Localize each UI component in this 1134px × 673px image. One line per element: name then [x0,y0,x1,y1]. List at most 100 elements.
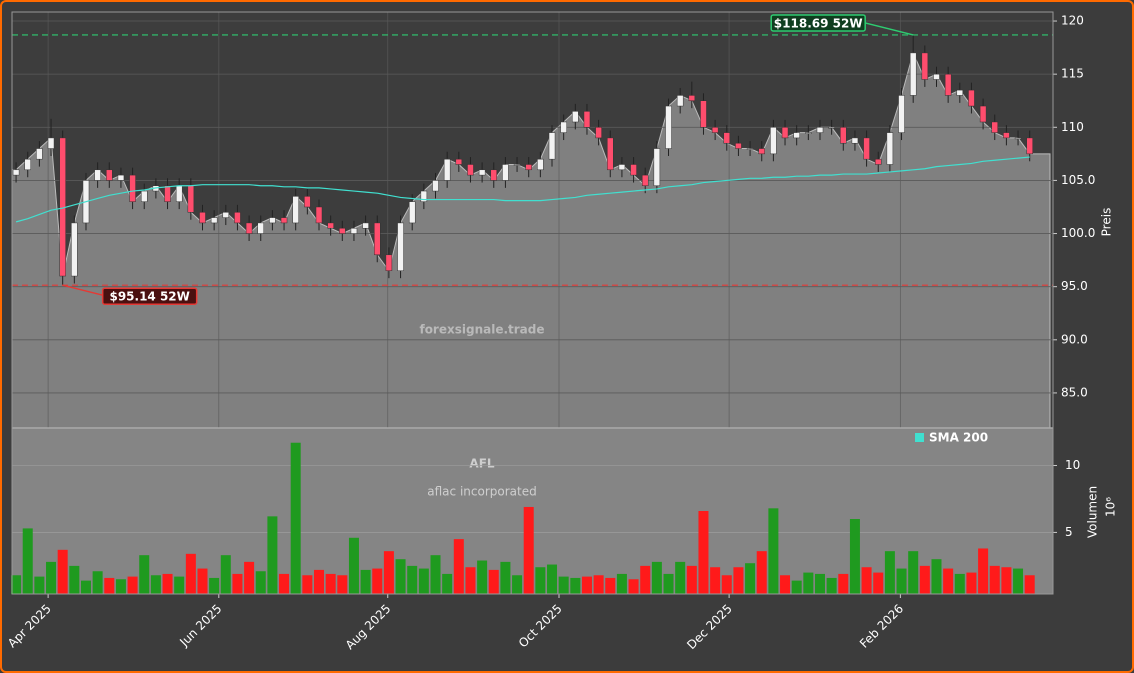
candle-body [863,137,870,160]
candle-body [781,127,789,139]
candle-body [210,217,218,224]
candle-body [688,95,696,101]
x-tick-label: Oct 2025 [516,602,565,651]
volume-bar [80,580,91,594]
volume-bar [745,563,756,594]
candle-body [304,196,311,208]
volume-bar [721,575,732,594]
y-axis-scale: 10⁶ [1104,497,1118,517]
candle-body [36,148,43,160]
candle-body [397,222,404,271]
candle-body [874,158,882,165]
volume-bar [267,516,278,594]
volume-bar [861,567,872,594]
volume-bar [313,569,324,594]
candle-body [816,127,824,133]
candle-body [478,169,486,176]
volume-bar [826,577,837,594]
watermark: AFL [469,457,494,471]
volume-bar [1013,568,1024,594]
candle-body [595,127,602,139]
candle-body [490,169,498,181]
volume-bar [46,561,57,594]
watermark: forexsignale.trade [419,323,544,337]
y-tick-label: 95.0 [1061,279,1088,293]
volume-bar [197,568,208,594]
volume-bar [954,573,965,594]
candle-body [280,217,288,224]
volume-bar [69,565,80,594]
volume-bar [593,575,604,594]
candle-body [583,111,591,128]
volume-bar [383,551,394,594]
candle-body [840,127,847,144]
annotation-arrow [62,284,107,297]
candle-body [234,212,241,224]
volume-bar [430,555,441,594]
volume-bar [512,575,523,594]
candle-body [793,132,800,139]
candle-body [537,158,544,171]
legend-marker [915,433,924,442]
candle-body [420,190,428,202]
y-tick-label: 115 [1061,67,1084,81]
candle-body [560,121,567,133]
volume-bar [978,548,989,594]
candle-body [222,212,230,218]
y-axis-label: Preis [1100,208,1114,237]
volume-bar [838,573,849,594]
volume-bar [884,551,895,594]
candle-body [245,222,253,234]
volume-bar [535,567,546,594]
volume-bar [896,568,907,594]
candle-body [443,158,451,181]
volume-bar [139,555,150,594]
candle-body [886,132,894,165]
volume-bar [465,567,476,594]
candle-body [805,132,812,134]
x-tick-label: Jun 2025 [176,602,224,650]
volume-bar [698,511,709,594]
candle-body [374,222,381,256]
volume-bar [348,537,359,594]
sma-line [15,156,1030,223]
volume-bar [803,572,814,594]
volume-bar [477,560,488,594]
candle-body [758,148,765,155]
y-tick-label: 100.0 [1061,226,1095,240]
candle-body [933,73,940,80]
volume-bar [780,575,791,594]
volume-bar [616,573,627,594]
candle-body [187,185,195,213]
candle-body [327,222,334,229]
candle-body [175,185,183,202]
candle-body [746,148,754,150]
volume-bar [814,573,825,594]
candle-body [117,174,125,181]
volume-bar [407,565,418,594]
candle-body [292,196,299,224]
candle-body [513,164,521,166]
volume-bar [523,506,534,594]
candle-body [408,201,416,224]
volume-bar [663,573,674,594]
volume-bar [57,549,68,594]
y-tick-label: 85.0 [1061,385,1088,399]
annotation-box [101,287,198,305]
candle-body [502,164,509,181]
volume-bar [873,572,884,594]
volume-bar [244,561,255,594]
candle-body [991,121,998,133]
legend-label: SMA 200 [929,431,988,445]
volume-bar [791,580,802,594]
volume-bar [908,551,919,594]
candle-body [257,222,264,234]
candle-body [851,137,859,144]
volume-bar [605,577,616,594]
volume-bar [453,539,464,594]
volume-bar [162,573,173,594]
volume-bar [92,571,103,594]
volume-bar [628,579,639,594]
candle-body [12,169,20,176]
